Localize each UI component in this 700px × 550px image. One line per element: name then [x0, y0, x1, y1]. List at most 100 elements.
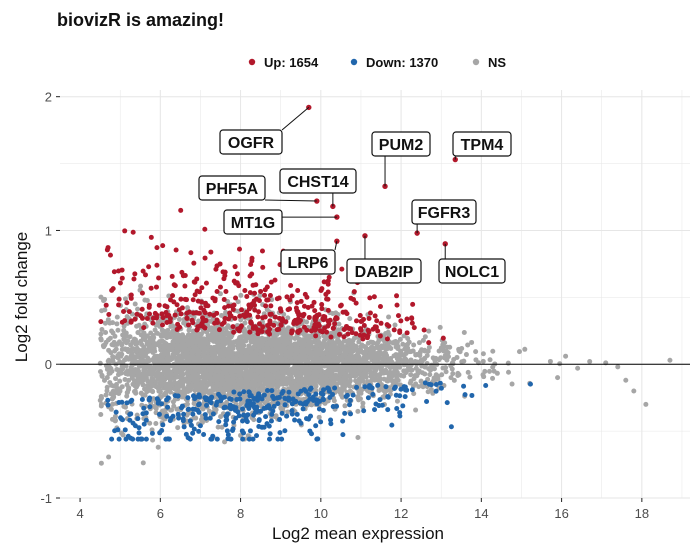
data-point-ns [494, 370, 500, 376]
data-point-ns [229, 359, 235, 365]
data-point-ns [259, 383, 265, 389]
data-point-ns [203, 336, 209, 342]
data-point-ns [138, 338, 144, 344]
data-point-ns [433, 355, 439, 361]
data-point-up [214, 310, 220, 316]
data-point-up [203, 280, 209, 286]
data-point-ns [373, 358, 379, 364]
data-point-up [167, 316, 173, 322]
data-point-up [421, 327, 427, 333]
data-point-down [263, 414, 269, 420]
data-point-ns [135, 306, 141, 312]
data-point-down [275, 401, 281, 407]
data-point-ns [312, 376, 318, 382]
data-point-up [394, 293, 400, 299]
data-point-ns [123, 356, 129, 362]
data-point-ns [447, 344, 453, 350]
data-point-up [309, 303, 315, 309]
data-point-up [182, 283, 188, 289]
data-point-up [234, 271, 240, 277]
data-point-ns [465, 342, 471, 348]
data-point-ns [237, 347, 243, 353]
data-point-ns [103, 392, 109, 398]
data-point-ns [352, 362, 358, 368]
data-point-ns [218, 331, 224, 337]
data-point-ns [427, 367, 433, 373]
data-point-down [241, 389, 247, 395]
data-point-ns [142, 386, 148, 392]
data-point-ns [615, 364, 621, 370]
data-point-ns [216, 338, 222, 344]
data-point-ns [333, 364, 339, 370]
data-point-ns [189, 350, 195, 356]
data-point-ns [158, 332, 164, 338]
data-point-up [240, 312, 246, 318]
data-point-ns [321, 337, 327, 343]
data-point-ns [357, 368, 363, 374]
data-point-down [383, 384, 389, 390]
data-point-ns [360, 400, 366, 406]
data-point-up [244, 312, 250, 318]
data-point-up [182, 296, 188, 302]
data-point-up [107, 252, 113, 258]
data-point-ns [442, 340, 448, 346]
data-point-ns [467, 374, 473, 380]
data-point-up [359, 318, 365, 324]
data-point-ns [169, 347, 175, 353]
data-point-up [124, 300, 130, 306]
data-point-ns [557, 361, 563, 367]
data-point-ns [148, 344, 154, 350]
data-point-up [361, 323, 367, 329]
data-point-ns [287, 371, 293, 377]
data-point-ns [112, 333, 118, 339]
data-point-ns [215, 368, 221, 374]
data-point-down [196, 428, 202, 434]
data-point-ns [395, 377, 401, 383]
data-point-ns [119, 363, 125, 369]
data-point-ns [139, 352, 145, 358]
data-point-ns [391, 353, 397, 359]
data-point-ns [213, 384, 219, 390]
data-point-up [295, 287, 301, 293]
data-point-ns [413, 407, 419, 413]
data-point-up [267, 318, 273, 324]
data-point-up [288, 282, 294, 288]
data-point-down [320, 391, 326, 397]
data-point-ns [254, 347, 260, 353]
data-point-ns [298, 371, 304, 377]
data-point-up [308, 328, 314, 334]
data-point-ns [140, 460, 146, 466]
data-point-ns [179, 357, 185, 363]
data-point-up [121, 309, 127, 315]
data-point-ns [301, 331, 307, 337]
data-point-up [398, 318, 404, 324]
data-point-up [178, 207, 184, 213]
data-point-ns [254, 364, 260, 370]
data-point-up [295, 330, 301, 336]
data-point-ns [441, 344, 447, 350]
data-point-up [297, 312, 303, 318]
data-point-up [156, 302, 162, 308]
data-point-ns [289, 367, 295, 373]
data-point-ns [341, 386, 347, 392]
data-point-up [226, 316, 232, 322]
data-point-down [409, 387, 415, 393]
data-point-ns [325, 381, 331, 387]
data-point-ns [426, 344, 432, 350]
data-point-down [379, 402, 385, 408]
data-point-up [255, 314, 261, 320]
data-point-down [136, 430, 142, 436]
data-point-ns [114, 366, 120, 372]
data-point-ns [199, 345, 205, 351]
data-point-down [235, 409, 241, 415]
data-point-down [261, 392, 267, 398]
data-point-down [462, 392, 468, 398]
data-point-ns [247, 363, 253, 369]
data-point-up [180, 273, 186, 279]
data-point-down [400, 403, 406, 409]
data-point-ns [142, 375, 148, 381]
data-point-ns [212, 328, 218, 333]
data-point-down [241, 430, 246, 436]
data-point-ns [285, 315, 291, 321]
